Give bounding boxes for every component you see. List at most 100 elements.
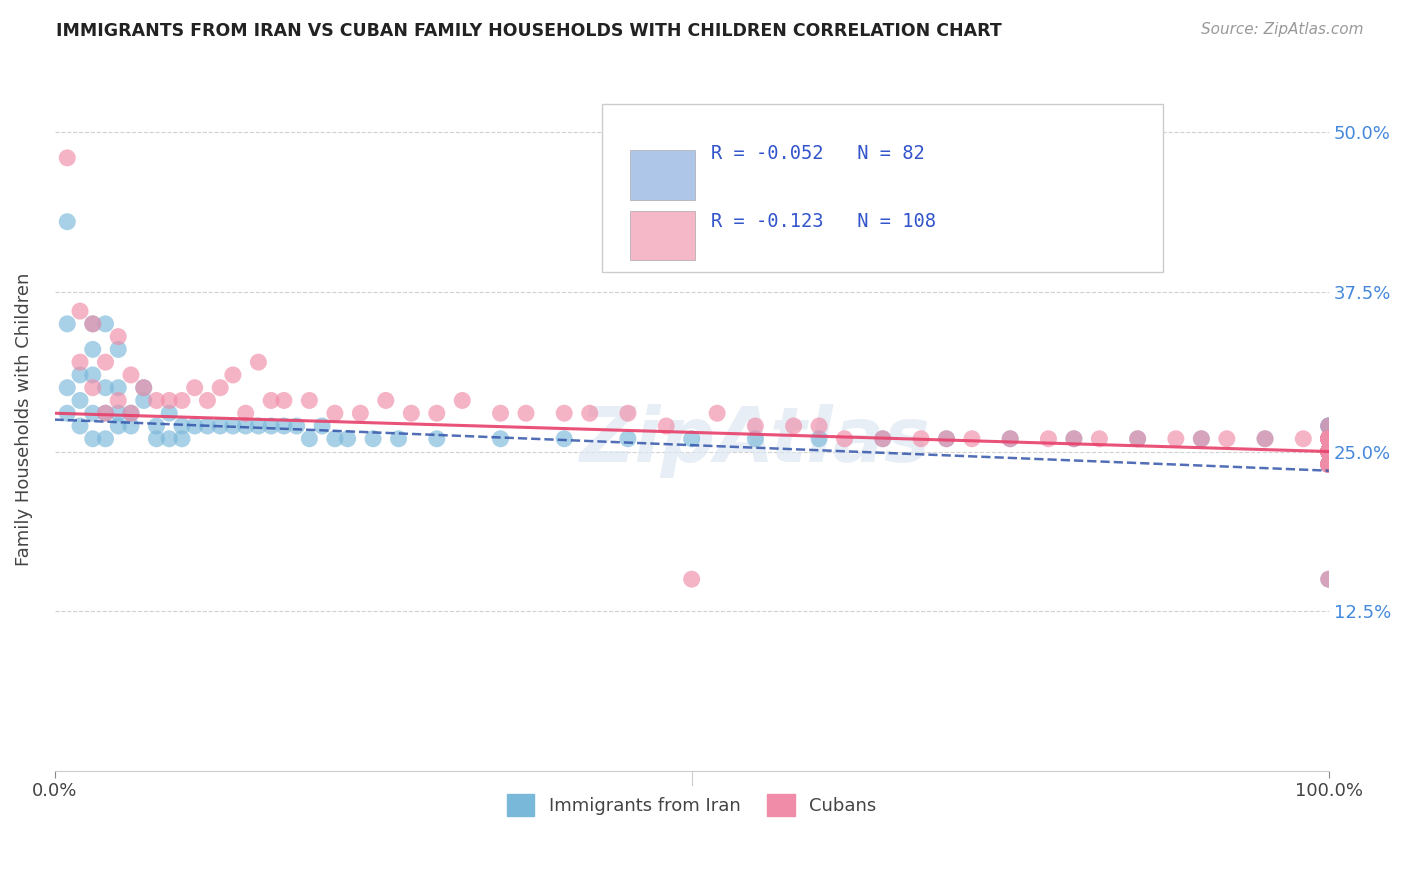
Point xyxy=(145,419,167,434)
Point xyxy=(1317,432,1340,446)
Point xyxy=(235,406,257,420)
Point xyxy=(1317,444,1340,458)
Point xyxy=(1063,432,1085,446)
Point xyxy=(82,368,104,382)
Point xyxy=(1317,444,1340,458)
Point xyxy=(170,393,193,408)
Point xyxy=(323,432,346,446)
Point xyxy=(82,317,104,331)
Point xyxy=(1317,444,1340,458)
Text: R = -0.052   N = 82: R = -0.052 N = 82 xyxy=(711,145,925,163)
Point xyxy=(1317,432,1340,446)
Point xyxy=(222,368,245,382)
Point xyxy=(617,406,640,420)
Point xyxy=(120,406,142,420)
Point xyxy=(183,419,205,434)
Point xyxy=(1317,419,1340,434)
Point xyxy=(94,355,117,369)
FancyBboxPatch shape xyxy=(630,211,696,260)
Point xyxy=(1317,458,1340,472)
Point xyxy=(1317,419,1340,434)
Point xyxy=(1317,458,1340,472)
Point xyxy=(247,355,270,369)
Point xyxy=(401,406,423,420)
Point xyxy=(1317,432,1340,446)
Point xyxy=(170,419,193,434)
Point xyxy=(94,432,117,446)
Point xyxy=(1317,432,1340,446)
Point xyxy=(515,406,537,420)
Point xyxy=(69,393,91,408)
Point xyxy=(681,572,703,586)
Point xyxy=(222,419,245,434)
Point xyxy=(1317,444,1340,458)
Point xyxy=(69,304,91,318)
Point xyxy=(1063,432,1085,446)
Legend: Immigrants from Iran, Cubans: Immigrants from Iran, Cubans xyxy=(498,785,886,825)
Point xyxy=(247,419,270,434)
Point xyxy=(1088,432,1111,446)
Point xyxy=(1317,458,1340,472)
Point xyxy=(1126,432,1149,446)
Point xyxy=(578,406,600,420)
Point xyxy=(56,151,79,165)
Point xyxy=(69,368,91,382)
Point xyxy=(56,381,79,395)
FancyBboxPatch shape xyxy=(602,103,1163,272)
Point xyxy=(553,432,575,446)
Point xyxy=(834,432,856,446)
Point xyxy=(1317,444,1340,458)
Point xyxy=(1317,458,1340,472)
Point xyxy=(170,432,193,446)
Point xyxy=(1317,432,1340,446)
Point xyxy=(209,419,232,434)
Point xyxy=(1317,419,1340,434)
Point xyxy=(960,432,983,446)
Point xyxy=(285,419,308,434)
Point xyxy=(145,393,167,408)
Point xyxy=(145,432,167,446)
Point xyxy=(1317,432,1340,446)
Point xyxy=(94,406,117,420)
Point xyxy=(426,432,449,446)
Text: ZipAtlas: ZipAtlas xyxy=(581,404,931,478)
Point xyxy=(1317,444,1340,458)
Point xyxy=(655,419,678,434)
Point xyxy=(872,432,894,446)
Point xyxy=(107,419,129,434)
Point xyxy=(1317,444,1340,458)
Point xyxy=(120,419,142,434)
Point xyxy=(1126,432,1149,446)
Point xyxy=(1189,432,1212,446)
Point xyxy=(1317,572,1340,586)
Point xyxy=(1317,432,1340,446)
Point xyxy=(1317,432,1340,446)
Point xyxy=(1317,444,1340,458)
Point xyxy=(1317,444,1340,458)
Point xyxy=(387,432,409,446)
Point xyxy=(1317,458,1340,472)
Point xyxy=(1317,432,1340,446)
Point xyxy=(1317,432,1340,446)
Point xyxy=(935,432,957,446)
Point xyxy=(183,381,205,395)
Point xyxy=(1038,432,1060,446)
Point xyxy=(82,381,104,395)
Point xyxy=(1317,432,1340,446)
Point xyxy=(998,432,1021,446)
Point xyxy=(1317,432,1340,446)
Point xyxy=(94,406,117,420)
Point xyxy=(260,419,283,434)
Point xyxy=(69,355,91,369)
Point xyxy=(1317,458,1340,472)
Point xyxy=(82,317,104,331)
Point xyxy=(910,432,932,446)
Point xyxy=(1254,432,1277,446)
Point xyxy=(1317,458,1340,472)
Point xyxy=(1317,432,1340,446)
Point xyxy=(617,432,640,446)
Point xyxy=(197,393,219,408)
Point xyxy=(1317,432,1340,446)
Point xyxy=(298,393,321,408)
Point xyxy=(157,406,180,420)
